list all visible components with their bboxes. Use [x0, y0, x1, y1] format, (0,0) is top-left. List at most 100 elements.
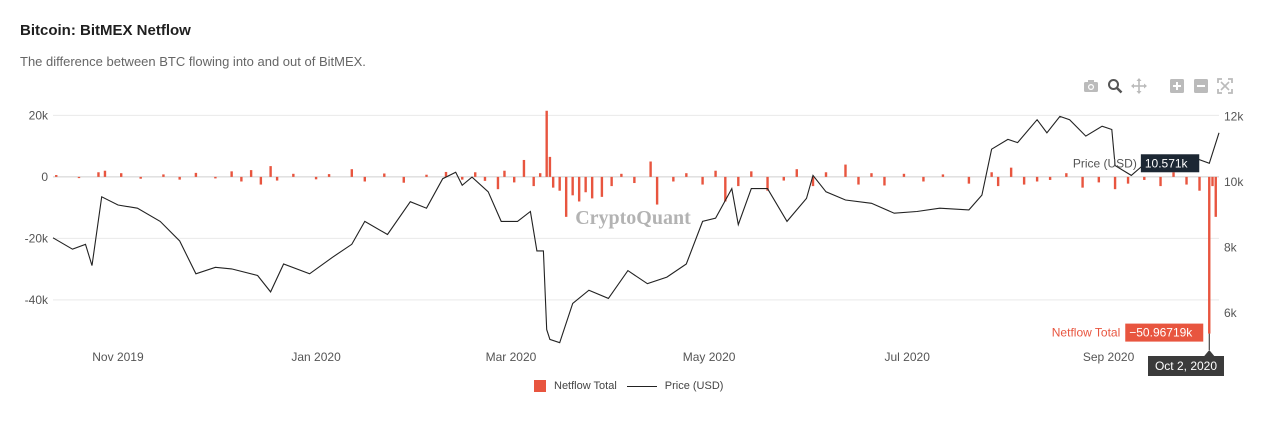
netflow-bar	[496, 176, 500, 190]
netflow-bar	[551, 176, 555, 188]
netflow-bar	[474, 172, 477, 177]
netflow-bar	[1022, 176, 1026, 185]
netflow-bar	[269, 166, 272, 177]
netflow-bar	[545, 110, 548, 177]
netflow-bar	[178, 176, 181, 180]
netflow-bar	[1126, 176, 1130, 184]
netflow-bar	[383, 173, 386, 177]
netflow-hover-box	[1125, 323, 1204, 342]
netflow-bar	[685, 173, 688, 177]
netflow-bar	[996, 176, 1000, 187]
netflow-bar	[139, 176, 142, 179]
netflow-bar	[883, 176, 886, 186]
x-tick-label: Sep 2020	[1083, 350, 1135, 364]
netflow-bar	[259, 176, 263, 185]
x-tick-label: Nov 2019	[92, 350, 144, 364]
netflow-bar	[1009, 167, 1013, 177]
netflow-bar	[363, 176, 366, 182]
netflow-hover-label: Netflow Total	[1052, 326, 1120, 340]
right-tick-label: 8k	[1224, 241, 1238, 255]
netflow-hover-value: −50.96719k	[1129, 326, 1193, 340]
netflow-bar	[590, 176, 594, 199]
netflow-bar	[1172, 172, 1175, 177]
price-hover-box	[1140, 154, 1200, 173]
legend-item-netflow[interactable]: Netflow Total	[534, 380, 617, 392]
left-tick-label: 20k	[29, 108, 49, 122]
watermark: CryptoQuant	[575, 207, 691, 229]
netflow-bar	[1198, 176, 1201, 191]
price-swatch	[626, 385, 657, 387]
netflow-bar	[1211, 176, 1214, 187]
legend-item-price[interactable]: Price (USD)	[626, 380, 724, 392]
netflow-bar	[55, 175, 58, 177]
x-tick-label: May 2020	[683, 350, 736, 364]
netflow-bar	[564, 176, 568, 217]
netflow-bar	[922, 176, 925, 182]
netflow-bar	[483, 176, 487, 181]
netflow-bar	[538, 173, 542, 177]
netflow-bar	[1065, 173, 1068, 177]
autoscale-icon[interactable]	[1216, 77, 1234, 95]
netflow-bars	[55, 110, 1217, 334]
netflow-bar	[77, 176, 81, 179]
netflow-bar	[558, 176, 561, 191]
date-hover-arrow	[1204, 350, 1215, 356]
left-tick-label: -20k	[25, 231, 49, 245]
netflow-bar	[577, 176, 581, 202]
netflow-bar	[425, 174, 428, 177]
zoom-in-icon[interactable]	[1168, 77, 1186, 95]
left-axis-ticks: 20k 0 -20k -40k	[25, 108, 49, 307]
price-hover-label: Price (USD)	[1073, 156, 1137, 170]
date-hover-value: Oct 2, 2020	[1155, 359, 1217, 373]
netflow-bar	[1097, 176, 1101, 183]
zoom-out-icon[interactable]	[1192, 77, 1210, 95]
netflow-bar	[633, 176, 636, 184]
netflow-bar	[902, 173, 906, 177]
netflow-bar	[249, 170, 253, 177]
netflow-swatch	[534, 380, 546, 392]
netflow-bar	[782, 176, 785, 181]
netflow-bar	[750, 171, 753, 177]
pan-icon[interactable]	[1130, 77, 1148, 95]
netflow-bar	[844, 164, 847, 177]
netflow-bar	[1159, 176, 1162, 187]
netflow-bar	[870, 173, 873, 177]
netflow-bar	[824, 172, 828, 177]
camera-icon[interactable]	[1082, 77, 1100, 95]
netflow-bar	[714, 170, 717, 177]
netflow-bar	[103, 170, 107, 177]
netflow-bar	[857, 176, 860, 185]
price-line	[52, 115, 1220, 344]
netflow-bar	[120, 173, 123, 177]
chart-legend: Netflow Total Price (USD)	[534, 380, 723, 392]
netflow-bar	[737, 176, 740, 187]
netflow-bar	[513, 176, 516, 183]
netflow-bar	[230, 171, 233, 177]
netflow-bar	[941, 174, 945, 177]
right-tick-label: 12k	[1224, 109, 1244, 123]
netflow-bar	[571, 176, 574, 196]
hover-tooltips: Price (USD) 10.571k Netflow Total −50.96…	[1052, 154, 1224, 376]
x-tick-label: Mar 2020	[486, 350, 537, 364]
netflow-bar	[649, 161, 652, 177]
x-tick-label: Jan 2020	[291, 350, 341, 364]
netflow-bar	[701, 176, 704, 185]
zoom-icon[interactable]	[1106, 77, 1124, 95]
legend-label-price: Price (USD)	[664, 380, 724, 392]
chart-toolbar	[1082, 77, 1234, 95]
netflow-bar	[548, 156, 552, 177]
netflow-bar	[532, 176, 535, 187]
netflow-bar	[766, 176, 769, 191]
netflow-bar	[1113, 176, 1117, 190]
netflow-bar	[444, 171, 448, 177]
netflow-bar	[990, 172, 993, 177]
netflow-bar	[314, 176, 318, 180]
netflow-bar	[610, 176, 613, 187]
netflow-bar	[327, 174, 331, 177]
left-tick-label: -40k	[25, 293, 49, 307]
netflow-bar	[1143, 176, 1146, 180]
date-hover-box	[1148, 356, 1224, 376]
price-hover-value: 10.571k	[1145, 156, 1189, 170]
netflow-bar	[1048, 176, 1052, 180]
